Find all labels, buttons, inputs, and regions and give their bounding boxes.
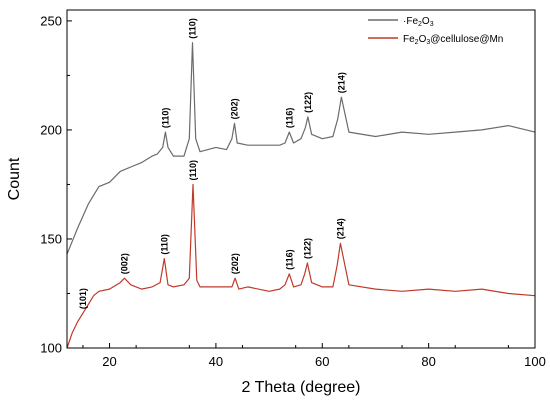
peak-label: (002) [119, 253, 129, 274]
legend: ·Fe2O3 Fe2O3@cellulose@Mn [368, 16, 503, 46]
series-line-1 [66, 42, 536, 255]
peak-label: (116) [284, 108, 294, 129]
plot-area: (110) (110) (202) (116) (122) (214) (101) (002)… [40, 9, 546, 369]
y-axis-title: Count [6, 157, 23, 200]
y-axis-ticks: 100 150 200 250 [40, 13, 72, 356]
peak-label: (110) [159, 234, 169, 255]
peak-label: (116) [284, 249, 294, 270]
legend-label: ·Fe2O3 [403, 16, 434, 28]
x-axis-ticks: 20 40 60 80 100 [82, 343, 546, 369]
peak-label: (122) [302, 238, 312, 259]
y-tick-label: 100 [40, 341, 62, 356]
series-layer [66, 42, 536, 349]
peak-label: (214) [336, 72, 346, 93]
peak-label: (110) [160, 108, 170, 129]
x-tick-label: 80 [421, 354, 435, 369]
plot-frame [66, 9, 536, 349]
x-axis-title: 2 Theta (degree) [242, 379, 361, 396]
y-tick-label: 250 [40, 13, 62, 28]
peak-label: (110) [188, 160, 198, 181]
x-tick-label: 20 [102, 354, 116, 369]
peak-label: (202) [230, 253, 240, 274]
peak-label: (122) [303, 92, 313, 113]
legend-label: Fe2O3@cellulose@Mn [403, 34, 503, 46]
peak-label: (214) [335, 218, 345, 239]
y-tick-label: 200 [40, 122, 62, 137]
x-tick-label: 60 [315, 354, 329, 369]
x-tick-label: 40 [209, 354, 223, 369]
peak-label: (110) [188, 18, 198, 39]
annotation-layer: (110) (110) (202) (116) (122) (214) (101) (002)… [78, 18, 346, 309]
peak-label: (202) [230, 98, 240, 119]
peak-label: (101) [78, 288, 88, 309]
x-tick-label: 100 [524, 354, 546, 369]
series-line-2 [66, 183, 536, 349]
y-tick-label: 150 [40, 231, 62, 246]
